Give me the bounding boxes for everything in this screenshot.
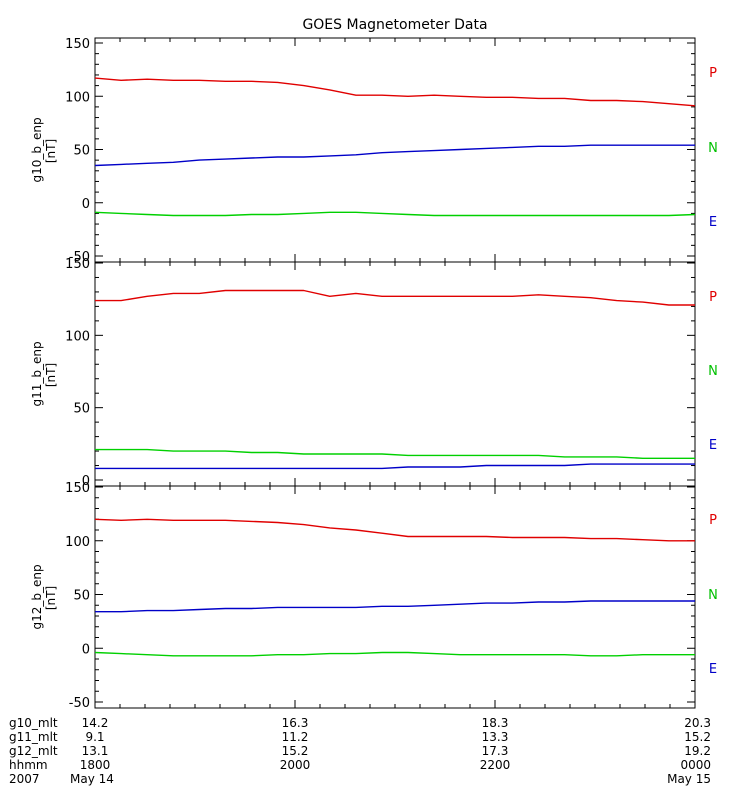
panel-1: 150 100 50 0 -50 g10_b_enp [nT] P N E (30, 37, 718, 265)
y-tick-label: 100 (65, 90, 90, 105)
panel-frame (94, 485, 696, 709)
legend-label-E: E (709, 438, 717, 453)
chart-title: GOES Magnetometer Data (302, 17, 487, 33)
y-tick-label: 100 (65, 535, 90, 550)
legend-label-E: E (709, 662, 717, 677)
x-table-value: 15.2 (684, 730, 711, 744)
x-table-value: 13.1 (82, 744, 109, 758)
y-tick-label: 0 (82, 642, 90, 657)
x-table-value: 15.2 (282, 744, 309, 758)
x-table-row-label: hhmm (9, 758, 48, 772)
x-table-value: 9.1 (85, 730, 104, 744)
y-axis-label: g12_b_enp (30, 564, 44, 629)
y-axis-label: g10_b_enp (30, 117, 44, 182)
x-table-value: 11.2 (282, 730, 309, 744)
legend-label-P: P (709, 290, 717, 305)
x-table-row-label: g10_mlt (9, 716, 58, 730)
x-table-value: 2200 (480, 758, 511, 772)
legend-label-P: P (709, 66, 717, 81)
x-table-value: 1800 (80, 758, 111, 772)
y-tick-label: 50 (73, 589, 90, 604)
legend-label-E: E (709, 215, 717, 230)
x-table-value: 17.3 (482, 744, 509, 758)
y-tick-label: 0 (82, 474, 90, 489)
series-line-E (94, 211, 696, 217)
x-table-value: May 14 (70, 772, 114, 786)
x-table-value: 2000 (280, 758, 311, 772)
y-tick-label: 50 (73, 144, 90, 159)
y-tick-label: 150 (65, 37, 90, 52)
y-tick-label: 150 (65, 481, 90, 496)
y-tick-label: -50 (69, 250, 90, 265)
x-table-row-label: g12_mlt (9, 744, 58, 758)
legend-label-N: N (708, 364, 718, 379)
y-tick-label: 150 (65, 257, 90, 272)
y-tick-label: 50 (73, 402, 90, 417)
panel-2: 150 100 50 0 g11_b_enp [nT] P N E (30, 257, 718, 489)
x-table-value: 14.2 (82, 716, 109, 730)
series-line-E (95, 448, 695, 459)
series-line-P (95, 289, 695, 306)
y-axis-unit: [nT] (44, 363, 58, 387)
series-line-N (95, 600, 695, 613)
x-table-value: May 15 (667, 772, 711, 786)
x-table-row-label: 2007 (9, 772, 40, 786)
x-table-value: 13.3 (482, 730, 509, 744)
y-axis-unit: [nT] (44, 139, 58, 163)
y-axis-label: g11_b_enp (30, 341, 44, 406)
x-table-value: 20.3 (684, 716, 711, 730)
series-line-N (94, 144, 695, 167)
panel-frame (94, 37, 696, 263)
y-axis-unit: [nT] (44, 586, 58, 610)
legend-label-N: N (708, 588, 718, 603)
series-line-P (94, 518, 695, 542)
x-table-value: 16.3 (282, 716, 309, 730)
x-table-value: 19.2 (684, 744, 711, 758)
y-tick-label: -50 (69, 696, 90, 711)
x-table-value: 18.3 (482, 716, 509, 730)
legend-label-P: P (709, 513, 717, 528)
x-table-value: 0000 (680, 758, 711, 772)
series-line-E (94, 651, 695, 657)
series-line-P (94, 77, 696, 107)
y-tick-label: 100 (65, 329, 90, 344)
legend-label-N: N (708, 141, 718, 156)
y-tick-label: 0 (82, 197, 90, 212)
x-table-row-label: g11_mlt (9, 730, 58, 744)
series-line-N (95, 463, 695, 470)
panel-3: 150 100 50 0 -50 g12_b_enp [nT] P N E (30, 481, 718, 711)
